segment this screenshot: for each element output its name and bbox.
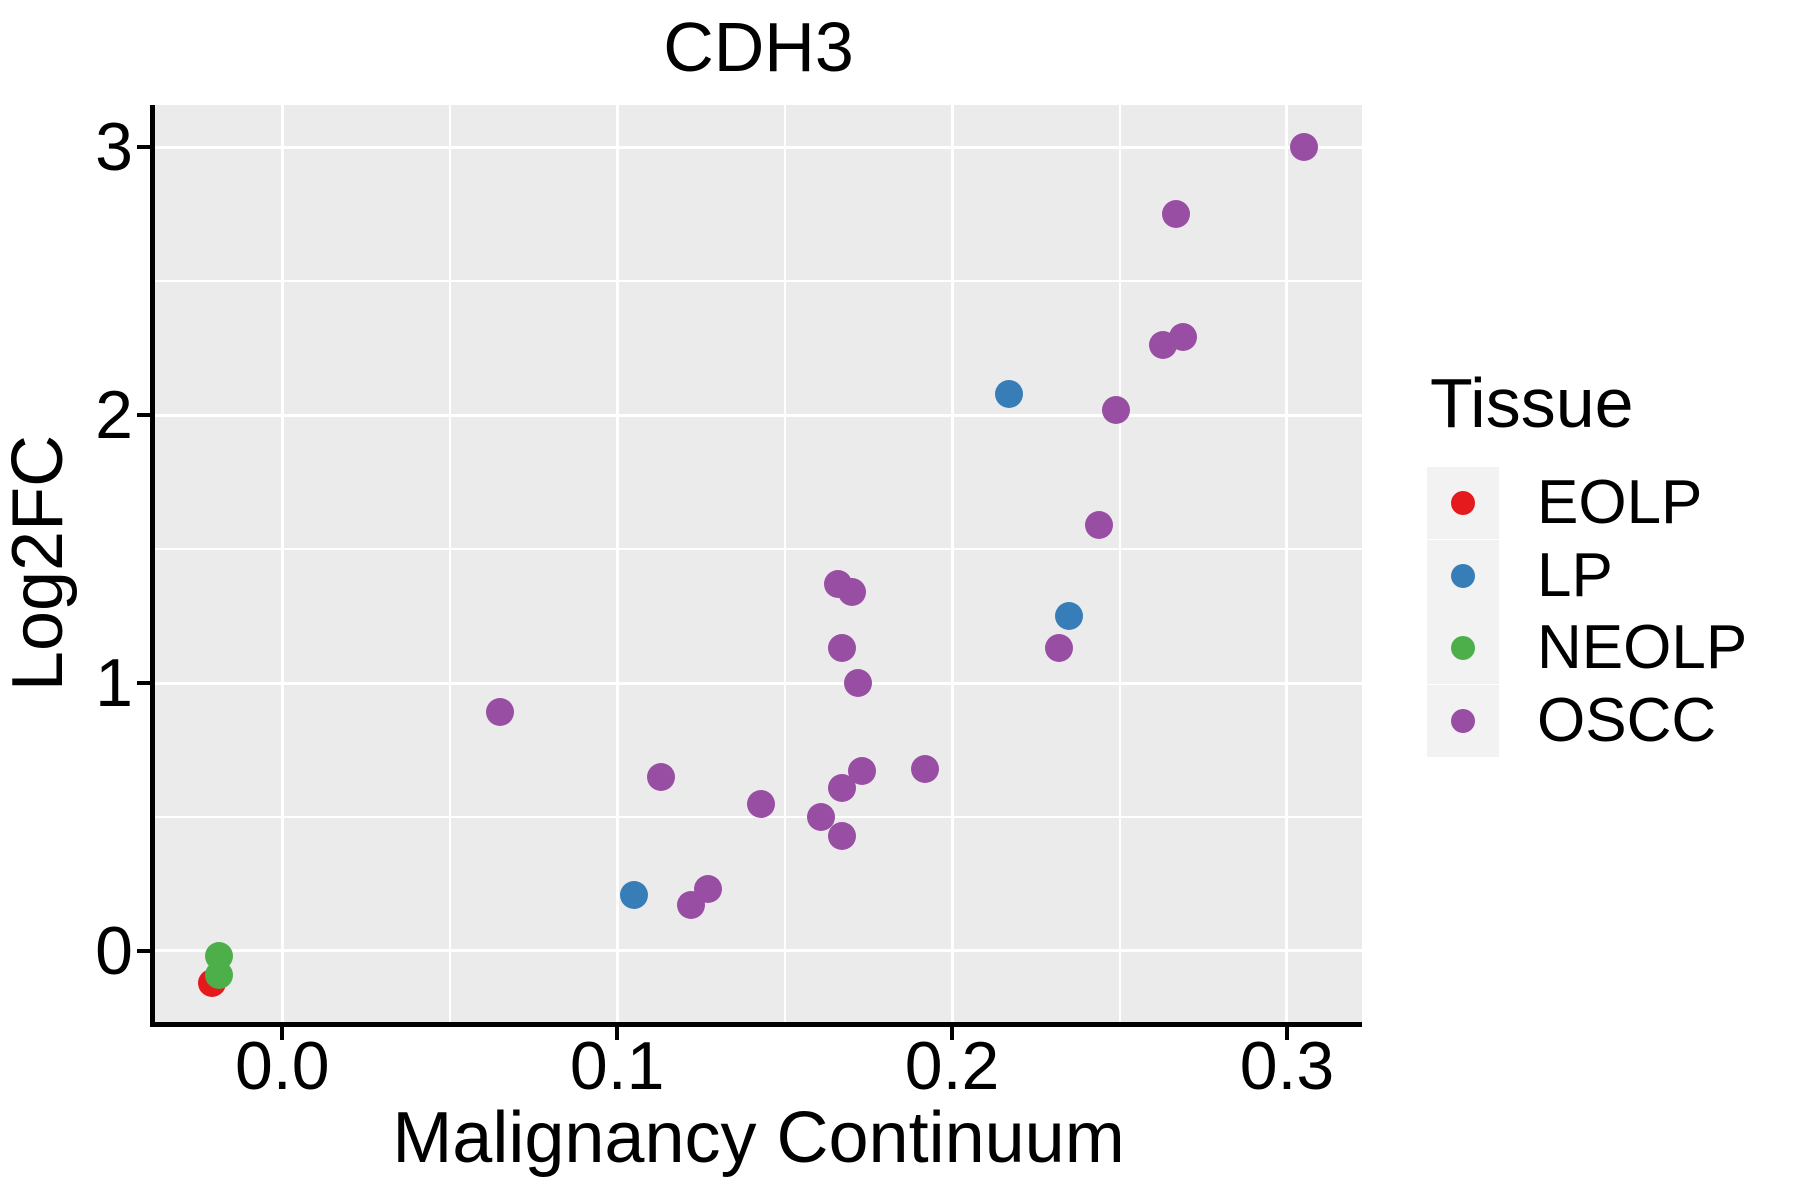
legend-dot-OSCC [1451, 709, 1475, 734]
x-tick-label: 0.2 [904, 1028, 1000, 1104]
y-minor-gridline [155, 548, 1362, 551]
x-minor-gridline [1118, 105, 1121, 1022]
x-minor-gridline [783, 105, 786, 1022]
legend-label-OSCC: OSCC [1537, 686, 1717, 756]
x-major-gridline [1285, 105, 1289, 1022]
y-minor-gridline [155, 280, 1362, 283]
data-point-OSCC [837, 577, 866, 606]
y-axis-tick [137, 948, 150, 953]
legend-dot-LP [1451, 563, 1475, 588]
data-point-OSCC [747, 789, 776, 818]
data-point-OSCC [1085, 510, 1114, 539]
x-axis-tick [280, 1027, 285, 1040]
x-minor-gridline [448, 105, 451, 1022]
x-tick-label: 0.0 [234, 1028, 330, 1104]
x-tick-label: 0.3 [1239, 1028, 1335, 1104]
x-major-gridline [615, 105, 619, 1022]
legend-title: Tissue [1430, 364, 1634, 442]
data-point-OSCC [847, 757, 876, 786]
x-axis-title: Malignancy Continuum [392, 1098, 1125, 1178]
y-axis-tick [137, 413, 150, 418]
data-point-OSCC [693, 875, 722, 904]
x-major-gridline [950, 105, 954, 1022]
data-point-OSCC [1169, 323, 1198, 352]
data-point-OSCC [1289, 133, 1318, 162]
data-point-OSCC [911, 754, 940, 783]
y-major-gridline [155, 681, 1362, 685]
y-axis-title: Log2FC [0, 434, 78, 692]
y-axis-tick [137, 681, 150, 685]
y-axis-tick [137, 145, 150, 150]
data-point-OSCC [827, 821, 856, 850]
y-tick-label: 0 [95, 912, 133, 989]
legend-label-EOLP: EOLP [1537, 468, 1703, 537]
chart-title: CDH3 [663, 8, 854, 86]
y-axis-line [150, 105, 155, 1027]
legend-label-LP: LP [1537, 540, 1613, 610]
data-point-LP [619, 880, 648, 909]
x-tick-label: 0.1 [569, 1028, 665, 1104]
x-axis-line [150, 1022, 1362, 1027]
data-point-OSCC [1102, 395, 1131, 424]
data-point-LP [995, 379, 1023, 408]
data-point-LP [1055, 602, 1084, 631]
y-tick-label: 3 [95, 109, 133, 186]
data-point-OSCC [485, 698, 514, 727]
y-tick-label: 2 [95, 377, 133, 454]
plot-panel [155, 105, 1362, 1022]
data-point-OSCC [646, 762, 675, 791]
y-tick-label: 1 [95, 645, 133, 721]
x-axis-tick [1284, 1027, 1289, 1040]
y-major-gridline [155, 949, 1362, 953]
data-point-OSCC [827, 634, 856, 663]
legend-dot-NEOLP [1451, 636, 1475, 661]
data-point-OSCC [1162, 200, 1191, 229]
x-axis-tick [950, 1027, 955, 1040]
data-point-NEOLP [204, 961, 233, 990]
y-major-gridline [155, 145, 1362, 149]
y-major-gridline [155, 413, 1362, 417]
legend-label-NEOLP: NEOLP [1537, 613, 1748, 683]
legend-dot-EOLP [1451, 491, 1475, 515]
x-axis-tick [615, 1027, 620, 1040]
data-point-OSCC [844, 669, 873, 697]
data-point-OSCC [1045, 634, 1074, 663]
x-major-gridline [280, 105, 284, 1022]
